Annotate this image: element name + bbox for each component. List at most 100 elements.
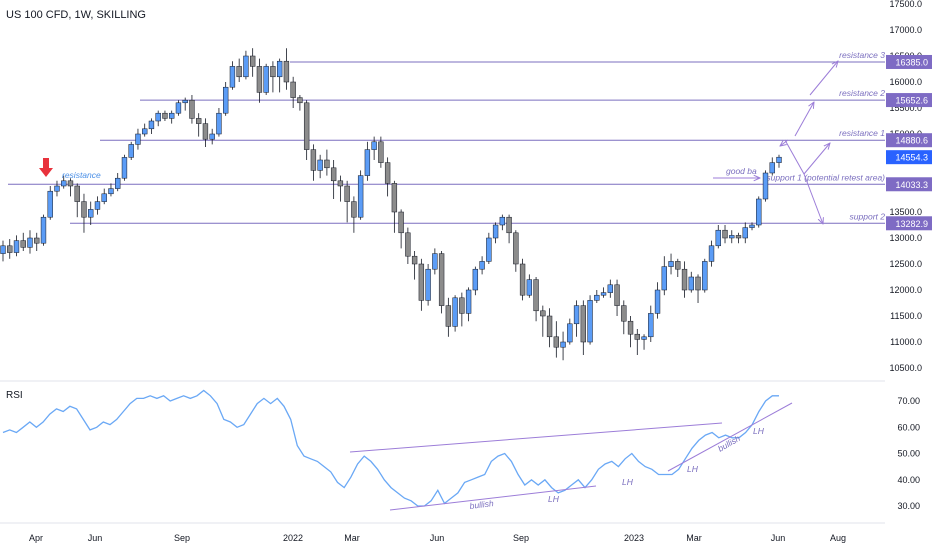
candle (243, 50, 249, 80)
current-price-value: 14554.3 (895, 153, 928, 163)
candle (371, 136, 377, 160)
candle (236, 58, 242, 82)
price-tick-label: 10500.0 (889, 363, 922, 373)
x-tick-label: Apr (29, 533, 43, 543)
x-tick-label: Aug (830, 533, 846, 543)
candle (303, 100, 310, 160)
candle (256, 58, 263, 103)
candle (169, 110, 175, 124)
rsi-recent-trendline (667, 402, 793, 472)
price-tick-label: 16000.0 (889, 77, 922, 87)
price-tick-label: 17500.0 (889, 0, 922, 9)
x-tick-label: Sep (513, 533, 529, 543)
candle (351, 196, 357, 233)
level-badge (886, 177, 932, 192)
level-name-label: support 1 (potential retest area) (766, 172, 885, 182)
x-tick-label: Mar (686, 533, 702, 543)
candle (742, 222, 748, 244)
candle (276, 58, 283, 93)
candle (560, 331, 566, 361)
level-badge-value: 13282.9 (895, 219, 928, 229)
candle (702, 258, 708, 293)
level-badge-value: 16385.0 (895, 57, 928, 67)
x-axis: Apr Jun Sep 2022 Mar Jun Sep 2023 Mar Jun Aug (29, 533, 846, 543)
candle (641, 334, 647, 350)
candle (729, 230, 735, 244)
x-tick-label: 2023 (624, 533, 644, 543)
candle (492, 222, 499, 244)
candle (7, 239, 13, 259)
resistance-annotation: resistance (62, 170, 101, 180)
candle (438, 251, 445, 314)
candle (270, 61, 276, 93)
candle (61, 175, 67, 189)
candle (769, 157, 775, 176)
candle (162, 110, 168, 121)
candle (614, 279, 620, 316)
rsi-lh-label-4: LH (753, 426, 765, 436)
candle (445, 297, 452, 337)
candle (67, 178, 74, 197)
price-annotations: resistance good ba (39, 61, 838, 224)
rsi-lower-trendline (389, 485, 597, 511)
current-price-badge (886, 150, 932, 165)
candle (378, 136, 384, 168)
price-tick-label: 11000.0 (890, 337, 922, 347)
candle (452, 295, 458, 332)
price-tick-label: 11500.0 (890, 311, 922, 321)
candle (88, 201, 94, 225)
candle (708, 240, 715, 267)
candle (472, 266, 479, 296)
candle (546, 308, 553, 348)
candle (81, 193, 87, 233)
candle (209, 128, 215, 145)
candle (391, 180, 398, 233)
candle (216, 108, 222, 137)
x-tick-label: Jun (88, 533, 103, 543)
candle (600, 287, 607, 298)
candle (432, 248, 438, 275)
candle (155, 110, 161, 127)
x-tick-label: Jun (430, 533, 445, 543)
candle (175, 100, 182, 116)
candle (263, 63, 269, 95)
level-name-label: resistance 2 (839, 88, 885, 98)
candle (398, 209, 404, 249)
rsi-bullish-label-1: bullish (469, 498, 494, 511)
candle (108, 183, 114, 197)
candle (695, 274, 701, 303)
candle (74, 183, 80, 218)
candle (330, 160, 337, 199)
projection-arrow-left (780, 139, 789, 146)
candle (715, 225, 721, 249)
candle (148, 118, 155, 134)
candle (189, 95, 195, 124)
candle (533, 277, 539, 322)
candle (607, 279, 613, 298)
candle (526, 274, 533, 298)
level-badge (886, 133, 932, 148)
level-name-label: support 2 (850, 211, 886, 221)
price-tick-label: 12000.0 (889, 285, 922, 295)
x-tick-label: Mar (344, 533, 360, 543)
candle (627, 316, 634, 348)
candle (54, 180, 60, 197)
candle (762, 170, 769, 202)
candle (324, 149, 330, 176)
candle (0, 240, 6, 262)
candle (121, 154, 128, 181)
candle (115, 173, 121, 192)
candle (486, 232, 492, 264)
rsi-tick-label: 40.00 (897, 475, 920, 485)
candle (27, 230, 33, 254)
x-tick-label: Sep (174, 533, 190, 543)
candle (479, 256, 485, 275)
candle (418, 258, 425, 311)
candle (459, 292, 465, 327)
candle (661, 256, 667, 296)
candle (135, 128, 141, 150)
candle (128, 141, 134, 160)
rsi-label: RSI (6, 390, 23, 401)
rsi-tick-label: 30.00 (897, 501, 920, 511)
